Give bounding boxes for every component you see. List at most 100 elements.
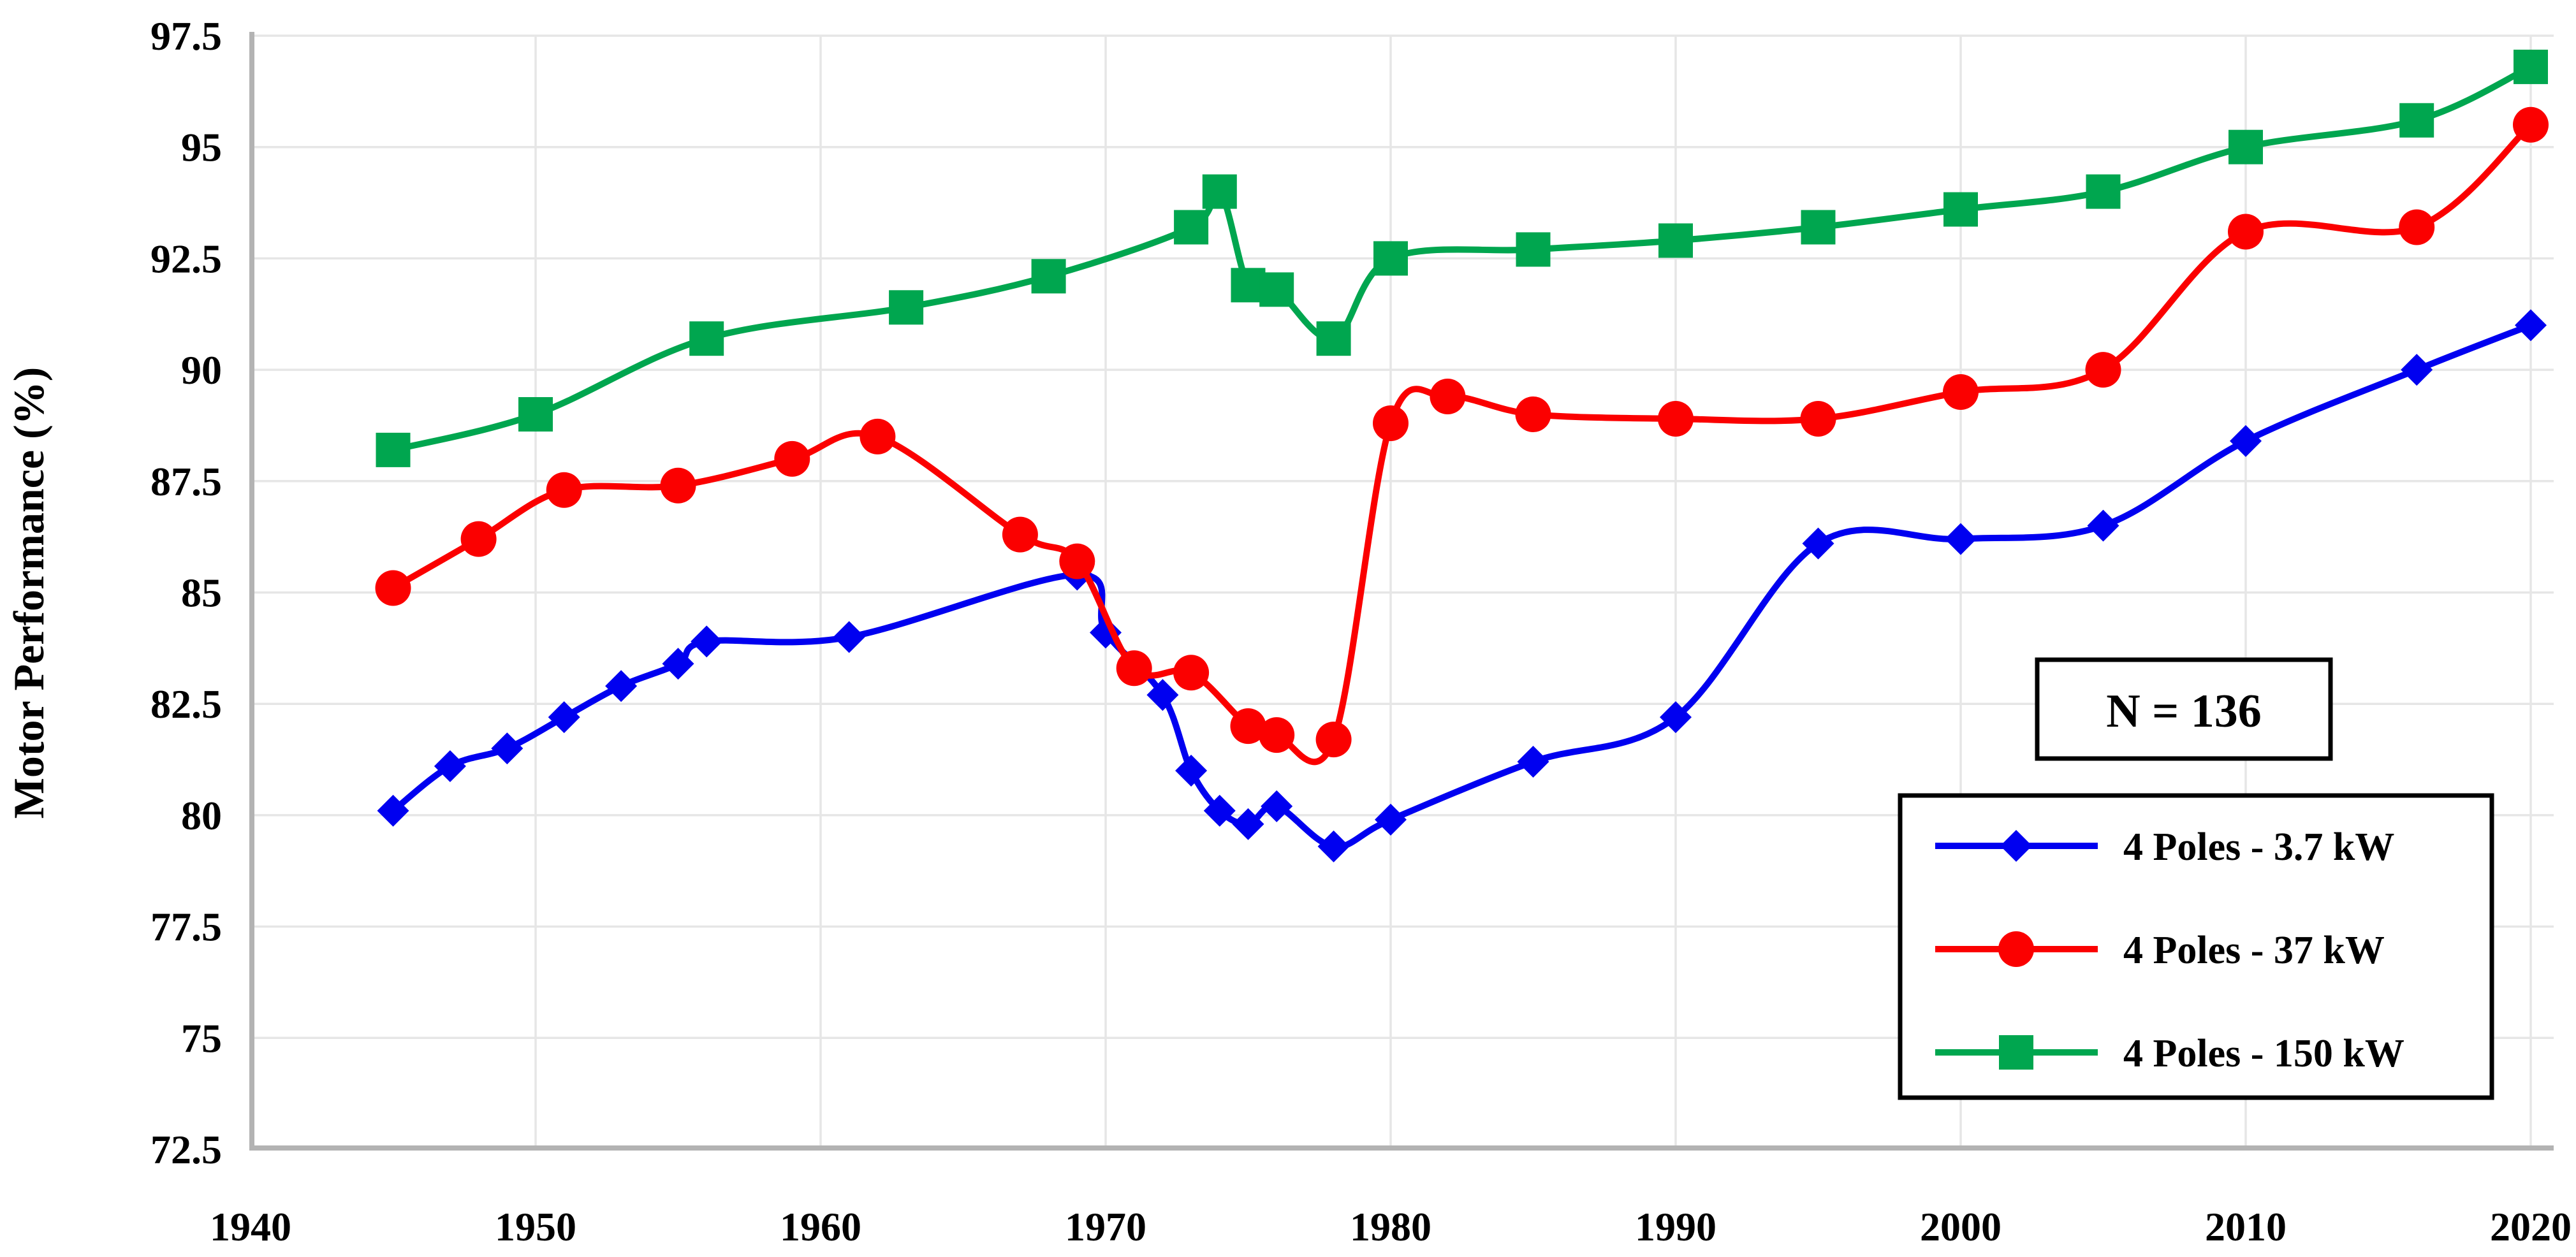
series-marker-4-poles-37-kw-1962	[860, 418, 896, 454]
series-marker-4-poles-3-7-kw-1956	[691, 625, 723, 658]
x-tick-label-1940: 1940	[210, 1204, 291, 1249]
series-marker-4-poles-37-kw-1980	[1373, 405, 1409, 441]
x-tick-label-2010: 2010	[2205, 1204, 2287, 1249]
series-marker-4-poles-37-kw-1971	[1116, 650, 1152, 687]
series-marker-4-poles-37-kw-2020	[2513, 106, 2549, 143]
series-marker-4-poles-150-kw-2020	[2514, 49, 2548, 84]
series-marker-4-poles-37-kw-1990	[1658, 400, 1694, 437]
y-axis-title: Motor Performance (%)	[4, 367, 53, 819]
series-marker-4-poles-150-kw-1980	[1373, 241, 1408, 276]
x-tick-label-1990: 1990	[1635, 1204, 1716, 1249]
series-4-poles-37-kw	[375, 106, 2549, 766]
series-marker-4-poles-150-kw-1945	[376, 432, 411, 467]
x-tick-label-2020: 2020	[2490, 1204, 2572, 1249]
series-marker-4-poles-3-7-kw-1974	[1203, 794, 1236, 827]
series-marker-4-poles-37-kw-1959	[774, 440, 810, 477]
legend-marker-4-poles-37-kw	[1998, 931, 2034, 967]
series-marker-4-poles-3-7-kw-1985	[1517, 746, 1549, 778]
series-marker-4-poles-3-7-kw-1975	[1232, 808, 1264, 840]
series-marker-4-poles-37-kw-1982	[1430, 379, 1466, 415]
series-marker-4-poles-150-kw-1950	[518, 396, 553, 432]
series-marker-4-poles-3-7-kw-1972	[1146, 679, 1179, 711]
series-marker-4-poles-37-kw-1951	[546, 472, 582, 508]
series-marker-4-poles-150-kw-1978	[1316, 321, 1351, 356]
series-marker-4-poles-150-kw-1976	[1259, 272, 1294, 307]
series-marker-4-poles-150-kw-1963	[889, 290, 924, 325]
series-marker-4-poles-37-kw-1985	[1515, 396, 1551, 432]
series-marker-4-poles-3-7-kw-1945	[377, 794, 409, 827]
series-marker-4-poles-150-kw-2010	[2228, 129, 2263, 164]
x-tick-labels: 1940 1950 1960 1970 1980 1990 2000 2010 2020	[210, 1204, 2572, 1249]
series-marker-4-poles-3-7-kw-1947	[434, 750, 466, 783]
series-marker-4-poles-37-kw-1955	[660, 467, 696, 504]
y-tick-label-75: 75	[181, 1015, 222, 1061]
y-tick-labels: 72.5 75 77.5 80 82.5 85 87.5 90 92.5 95 97.5	[150, 13, 222, 1172]
y-tick-label-82.5: 82.5	[150, 681, 222, 727]
y-tick-label-97.5: 97.5	[150, 13, 222, 59]
series-marker-4-poles-150-kw-2016	[2399, 103, 2434, 138]
legend-item-4-poles-37-kw: 4 Poles - 37 kW	[1935, 929, 2385, 972]
series-marker-4-poles-150-kw-1968	[1031, 259, 1066, 294]
legend-marker-4-poles-3-7-kw	[2000, 830, 2032, 862]
series-marker-4-poles-150-kw-1973	[1174, 210, 1209, 245]
sample-size-label: N = 136	[2106, 685, 2262, 737]
series-marker-4-poles-3-7-kw-1955	[662, 648, 694, 680]
series-marker-4-poles-3-7-kw-2010	[2230, 425, 2262, 457]
x-tick-label-2000: 2000	[1920, 1204, 2002, 1249]
series-marker-4-poles-3-7-kw-1978	[1317, 830, 1350, 862]
series-marker-4-poles-37-kw-1995	[1800, 400, 1836, 437]
sample-size-box	[2035, 657, 2333, 761]
series-marker-4-poles-37-kw-1969	[1059, 543, 1095, 579]
series-marker-4-poles-150-kw-1990	[1658, 223, 1693, 258]
y-tick-label-85: 85	[181, 570, 222, 616]
series-marker-4-poles-37-kw-1967	[1002, 516, 1038, 553]
series-marker-4-poles-3-7-kw-1949	[491, 732, 523, 765]
series-marker-4-poles-37-kw-2016	[2399, 209, 2435, 245]
series-marker-4-poles-37-kw-1978	[1315, 722, 1352, 758]
y-tick-label-92.5: 92.5	[150, 236, 222, 281]
legend-label-4-poles-3-7-kw: 4 Poles - 3.7 kW	[2123, 825, 2394, 869]
series-marker-4-poles-3-7-kw-1951	[548, 701, 580, 734]
legend-item-4-poles-150-kw: 4 Poles - 150 kW	[1935, 1032, 2404, 1075]
y-tick-label-80: 80	[181, 793, 222, 838]
series-marker-4-poles-37-kw-1975	[1230, 708, 1266, 745]
series-marker-4-poles-150-kw-2000	[1943, 192, 1978, 227]
series-marker-4-poles-3-7-kw-1973	[1175, 755, 1208, 787]
legend-label-4-poles-150-kw: 4 Poles - 150 kW	[2123, 1032, 2404, 1075]
series-4-poles-150-kw	[376, 49, 2548, 467]
series-marker-4-poles-3-7-kw-1980	[1375, 803, 1407, 836]
series-marker-4-poles-150-kw-1974	[1202, 174, 1237, 209]
y-tick-label-77.5: 77.5	[150, 905, 222, 950]
x-tick-label-1950: 1950	[495, 1204, 576, 1249]
series-marker-4-poles-37-kw-2010	[2228, 214, 2264, 250]
legend-label-4-poles-37-kw: 4 Poles - 37 kW	[2123, 929, 2385, 972]
series-marker-4-poles-37-kw-2005	[2085, 352, 2121, 388]
series-marker-4-poles-37-kw-1948	[460, 521, 497, 557]
series-marker-4-poles-150-kw-2005	[2086, 174, 2121, 209]
y-tick-label-95: 95	[181, 125, 222, 170]
series-marker-4-poles-3-7-kw-2016	[2401, 354, 2433, 386]
series-marker-4-poles-3-7-kw-2020	[2515, 309, 2547, 342]
series-marker-4-poles-37-kw-1973	[1173, 655, 1210, 691]
series-marker-4-poles-150-kw-1985	[1516, 232, 1551, 267]
series-marker-4-poles-3-7-kw-1990	[1660, 701, 1692, 734]
x-tick-label-1960: 1960	[780, 1204, 861, 1249]
series-marker-4-poles-3-7-kw-1995	[1802, 527, 1834, 560]
x-tick-label-1980: 1980	[1350, 1204, 1431, 1249]
series-marker-4-poles-3-7-kw-1953	[605, 670, 638, 702]
series-marker-4-poles-37-kw-1945	[375, 570, 411, 606]
legend-item-4-poles-3-7-kw: 4 Poles - 3.7 kW	[1935, 825, 2394, 869]
series-marker-4-poles-150-kw-1956	[689, 321, 724, 356]
y-tick-label-72.5: 72.5	[150, 1127, 222, 1172]
series-marker-4-poles-3-7-kw-1961	[833, 621, 865, 653]
legend-marker-4-poles-150-kw	[1999, 1035, 2033, 1070]
legend: 4 Poles - 3.7 kW 4 Poles - 37 kW 4 Poles -…	[1898, 793, 2494, 1100]
series-marker-4-poles-3-7-kw-2000	[1945, 523, 1977, 555]
x-tick-label-1970: 1970	[1065, 1204, 1146, 1249]
series-marker-4-poles-37-kw-2000	[1943, 374, 1979, 411]
series-marker-4-poles-150-kw-1995	[1801, 210, 1836, 245]
y-tick-label-90: 90	[181, 347, 222, 393]
sample-size-annotation: N = 136	[2035, 657, 2333, 761]
